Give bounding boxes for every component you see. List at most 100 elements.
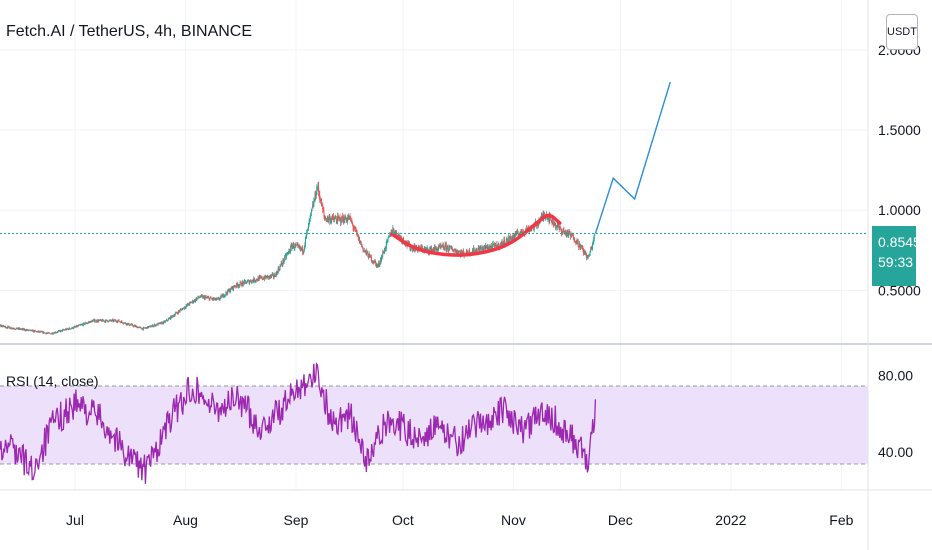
candle-body <box>100 319 102 321</box>
candle-body <box>374 260 376 262</box>
candle-body <box>371 261 373 263</box>
candle-body <box>561 230 563 234</box>
candle-body <box>520 229 522 232</box>
candle-body <box>34 330 36 332</box>
candle-body <box>31 330 33 331</box>
candle-body <box>482 248 484 251</box>
candle-body <box>461 251 463 254</box>
rsi-pane[interactable] <box>0 362 868 484</box>
candle-body <box>448 250 450 251</box>
candle-body <box>271 274 273 276</box>
candle-body <box>378 262 380 266</box>
rsi-legend-label[interactable]: RSI (14, close) <box>6 373 99 389</box>
candle-body <box>351 222 353 225</box>
candle-body <box>446 246 448 248</box>
candle-body <box>448 246 450 251</box>
candle-body <box>192 300 194 302</box>
x-tick-label: Oct <box>392 512 414 528</box>
candle-body <box>494 243 496 247</box>
candle-body <box>7 326 9 329</box>
candle-body <box>286 253 288 255</box>
candle-body <box>77 325 79 327</box>
candle-body <box>322 209 324 211</box>
candle-body <box>149 325 151 328</box>
rsi-axis[interactable]: 40.00 80.00 <box>878 367 913 459</box>
candle-body <box>193 299 195 302</box>
candle-body <box>473 248 475 253</box>
candle-body <box>216 298 218 300</box>
candle-body <box>445 244 447 250</box>
candle-body <box>306 232 308 236</box>
candle-body <box>321 199 323 207</box>
candle-body <box>154 324 156 327</box>
candle-body <box>92 320 94 322</box>
candle-body <box>260 276 262 278</box>
candle-body <box>215 298 217 300</box>
candle-body <box>79 324 81 326</box>
candle-body <box>226 293 228 295</box>
candle-body <box>93 319 95 321</box>
candle-body <box>363 250 365 252</box>
candle-body <box>194 299 196 302</box>
candle-body <box>505 239 507 243</box>
candle-body <box>384 248 386 250</box>
candle-body <box>199 297 201 298</box>
x-tick-label: Jul <box>66 512 84 528</box>
candle-body <box>163 321 165 323</box>
candle-body <box>29 329 31 331</box>
candle-body <box>325 218 327 220</box>
candle-body <box>373 260 375 264</box>
candle-body <box>72 327 74 329</box>
candle-body <box>223 294 225 297</box>
candle-body <box>91 320 93 322</box>
candle-body <box>425 248 427 250</box>
candle-body <box>191 301 193 303</box>
candle-body <box>559 227 561 230</box>
candle-body <box>185 307 186 309</box>
candle-body <box>338 217 340 219</box>
price-pane[interactable] <box>0 81 868 335</box>
candle-body <box>583 252 585 254</box>
candle-body <box>498 243 500 249</box>
candle-body <box>347 216 349 219</box>
candle-body <box>36 331 38 333</box>
candle-body <box>385 241 387 249</box>
candle-body <box>559 227 561 229</box>
candle-body <box>242 281 244 283</box>
candle-body <box>46 333 48 334</box>
candle-body <box>588 255 590 257</box>
time-axis[interactable]: Jul Aug Sep Oct Nov Dec 2022 Feb <box>66 512 854 528</box>
candle-body <box>91 320 93 322</box>
candle-body <box>198 297 200 299</box>
candle-body <box>283 260 285 263</box>
candle-body <box>572 235 574 240</box>
candle-body <box>566 230 568 234</box>
candle-body <box>324 215 326 219</box>
candle-body <box>348 216 350 220</box>
candle-body <box>141 328 143 330</box>
currency-button[interactable]: USDT <box>886 14 918 50</box>
candle-body <box>127 323 129 324</box>
candle-body <box>35 331 37 333</box>
x-tick-label: Aug <box>173 512 198 528</box>
candle-body <box>169 317 171 320</box>
candle-body <box>113 320 115 322</box>
candle-body <box>53 332 55 334</box>
candle-body <box>19 328 21 330</box>
candle-body <box>449 246 451 247</box>
candle-body <box>163 321 165 324</box>
candle-body <box>220 295 222 298</box>
candle-body <box>565 231 567 234</box>
candle-body <box>29 329 31 331</box>
candle-body <box>562 230 564 232</box>
candle-body <box>213 298 215 300</box>
candle-body <box>337 216 339 218</box>
candle-body <box>334 218 336 220</box>
candle-body <box>52 333 54 335</box>
candle-body <box>225 292 227 294</box>
candle-body <box>327 216 329 221</box>
candle-body <box>95 320 97 322</box>
candle-body <box>60 330 62 332</box>
candle-body <box>419 246 421 249</box>
